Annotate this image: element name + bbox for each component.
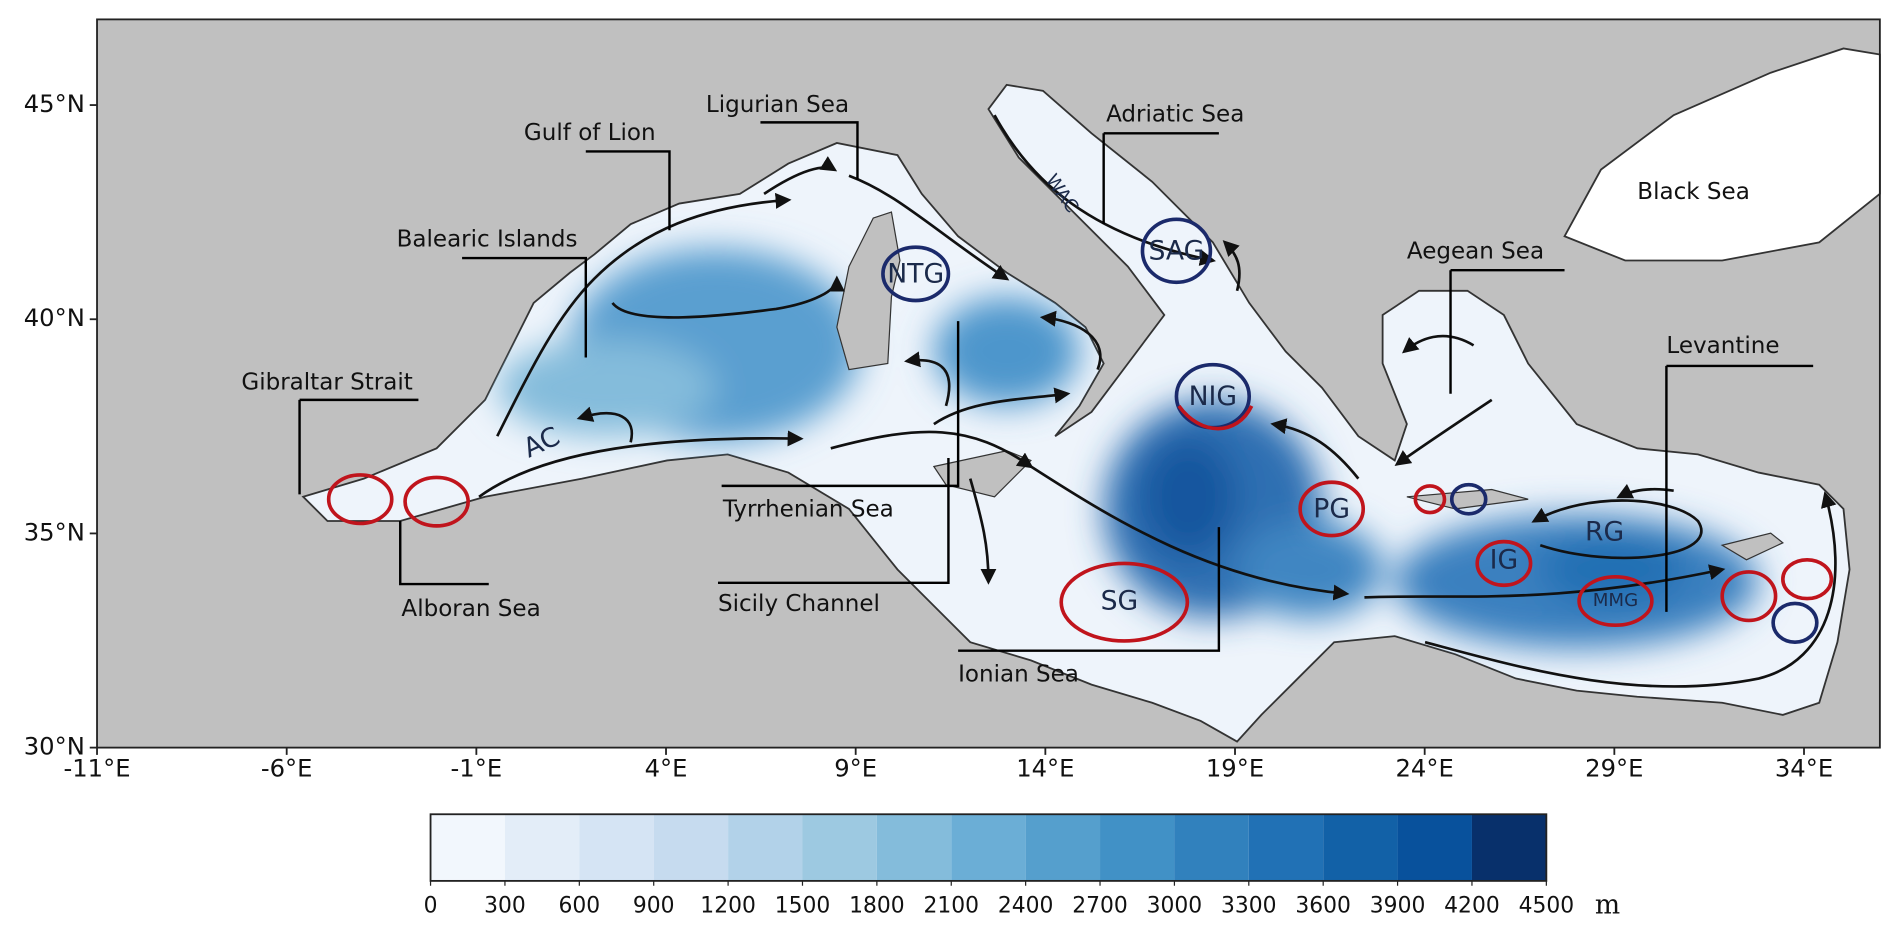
colorbar-tick-label: 3000	[1147, 893, 1203, 918]
gyre-label: NTG	[887, 259, 944, 290]
region-labels: Ligurian Sea Gulf of Lion Adriatic Sea B…	[241, 92, 1779, 687]
colorbar-tick-label: 1800	[849, 893, 905, 918]
region-label: Ligurian Sea	[706, 92, 849, 118]
gyre-label: PG	[1313, 494, 1350, 525]
colorbar-bin	[504, 814, 580, 881]
map-frame	[96, 18, 1881, 749]
x-tick-label: 24°E	[1396, 753, 1454, 782]
colorbar-tick-label: 2700	[1072, 893, 1128, 918]
x-tick-label: 14°E	[1016, 753, 1074, 782]
x-tick-label: 34°E	[1775, 753, 1833, 782]
region-label: Aegean Sea	[1407, 239, 1544, 265]
colorbar-tick-label: 4200	[1444, 893, 1500, 918]
colorbar-tick-label: 3600	[1295, 893, 1351, 918]
axes: -11°E -6°E -1°E 4°E 9°E 14°E 19°E 24°E 29°E 34°E 3…	[24, 89, 1833, 782]
colorbar-bin	[1174, 814, 1249, 881]
y-tick-label: 35°N	[24, 517, 85, 546]
colorbar-bin	[579, 814, 654, 881]
map: Ligurian Sea Gulf of Lion Adriatic Sea B…	[96, 18, 1881, 749]
region-label: Alboran Sea	[401, 596, 540, 622]
colorbar-bin	[728, 814, 803, 881]
eddies	[326, 217, 1834, 645]
colorbar-tick-label: 900	[633, 893, 675, 918]
colorbar-bin	[1025, 814, 1101, 881]
x-tick-label: 19°E	[1206, 753, 1264, 782]
region-label: Black Sea	[1637, 179, 1750, 205]
colorbar-tick-label: 0	[424, 893, 438, 918]
y-tick-label: 40°N	[24, 303, 85, 332]
region-label: Levantine	[1666, 333, 1779, 359]
x-tick-label: 4°E	[645, 753, 688, 782]
y-tick-label: 45°N	[24, 89, 85, 118]
colorbar-tick-label: 600	[558, 893, 600, 918]
colorbar-tick-label: 4500	[1519, 893, 1575, 918]
colorbar-bin	[876, 814, 952, 881]
x-tick-label: 29°E	[1585, 753, 1643, 782]
x-tick-label: -1°E	[451, 753, 503, 782]
currents	[478, 114, 1837, 688]
x-tick-label: 9°E	[834, 753, 877, 782]
region-label: Ionian Sea	[958, 661, 1079, 687]
colorbar-tick-label: 2400	[998, 893, 1054, 918]
colorbar-bin	[951, 814, 1026, 881]
colorbar-tick-label: 1500	[775, 893, 831, 918]
region-label: Gulf of Lion	[524, 120, 656, 146]
cyprus	[1720, 532, 1784, 561]
colorbar-tick-label: 1200	[700, 893, 756, 918]
region-label: Sicily Channel	[718, 591, 880, 617]
colorbar-frame	[429, 813, 1548, 882]
colorbar-bin	[1323, 814, 1398, 881]
leader-lines	[298, 121, 1814, 652]
colorbar-bin	[1397, 814, 1472, 881]
gyre-label: SG	[1101, 586, 1139, 617]
x-tick-label: -11°E	[64, 753, 131, 782]
colorbar-tick-label: 2100	[923, 893, 979, 918]
crete	[1406, 488, 1529, 510]
colorbar-bin	[430, 814, 505, 881]
colorbar-unit: m	[1595, 889, 1620, 920]
x-tick-label: -6°E	[261, 753, 313, 782]
region-label: Tyrrhenian Sea	[722, 497, 894, 523]
colorbar-tick-label: 3300	[1221, 893, 1277, 918]
colorbar-bin	[1100, 814, 1175, 881]
colorbar-bin	[653, 814, 729, 881]
colorbar-tick-label: 300	[484, 893, 526, 918]
region-label: Balearic Islands	[397, 226, 578, 252]
gyre-label: MMG	[1593, 590, 1638, 611]
colorbar-bin	[1471, 814, 1547, 881]
colorbar-bin	[1248, 814, 1324, 881]
gyre-label: SAG	[1149, 236, 1205, 267]
colorbar: m 0 300 600 900 1200 1500 1800 2100 2400 2700 3000…	[424, 813, 1620, 920]
gyre-label: RG	[1585, 517, 1624, 548]
colorbar-bin	[802, 814, 877, 881]
corsica-sardinia	[836, 211, 901, 371]
colorbar-tick-label: 3900	[1370, 893, 1426, 918]
gyre-label: IG	[1490, 545, 1519, 576]
gyre-label: NIG	[1189, 381, 1237, 412]
region-label: Gibraltar Strait	[241, 369, 412, 395]
region-label: Adriatic Sea	[1106, 102, 1244, 128]
y-tick-label: 30°N	[24, 732, 85, 761]
